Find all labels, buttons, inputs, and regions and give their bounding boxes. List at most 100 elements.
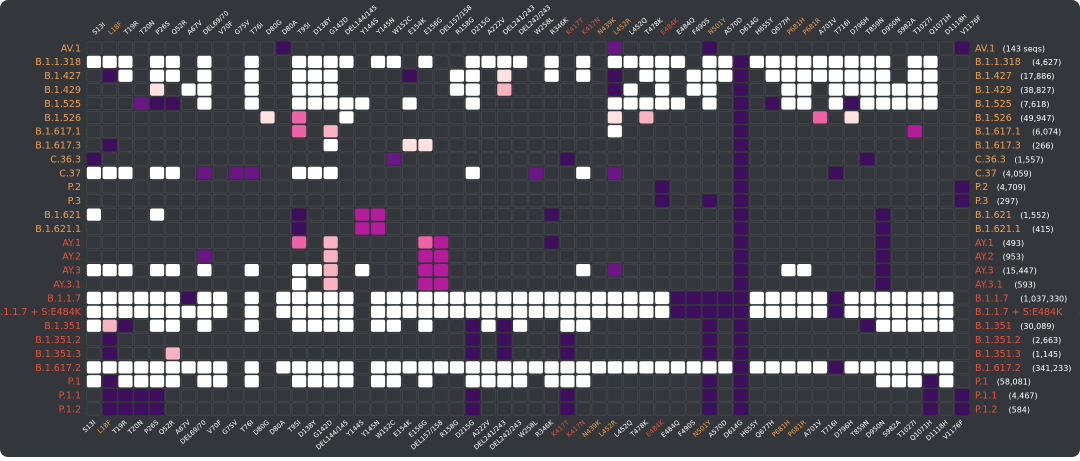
heatmap-cell [891,305,907,318]
heatmap-cell-empty [86,194,102,208]
heatmap-cell-empty [133,69,149,83]
heatmap-cell [497,375,512,388]
heatmap-cell-empty [244,249,260,263]
heatmap-cell-empty [938,96,954,111]
heatmap-cell-empty [654,249,670,263]
heatmap-cell-empty [417,83,433,97]
heatmap-cell-empty [891,388,907,402]
heatmap-cell-empty [307,180,323,194]
heatmap-cell [465,389,480,402]
heatmap-cell [812,291,828,305]
heatmap-cell-empty [149,124,165,138]
heatmap-cell-empty [859,194,875,208]
heatmap-cell-empty [654,166,670,180]
heatmap-cell-empty [812,96,828,111]
heatmap-cell-empty [607,180,623,194]
heatmap-cell [812,361,828,374]
heatmap-cell [165,319,180,332]
heatmap-cell-empty [828,124,844,138]
heatmap-cell-empty [749,166,765,180]
heatmap-cell-empty [149,277,165,291]
heatmap-cell-empty [402,55,418,69]
heatmap-cell-empty [717,277,733,291]
heatmap-cell [102,69,117,82]
heatmap-cell-empty [260,55,276,69]
heatmap-cell-empty [133,346,149,361]
heatmap-cell-empty [907,41,923,55]
heatmap-cell-empty [844,346,860,361]
heatmap-cell-empty [638,152,654,166]
heatmap-cell [197,250,212,263]
heatmap-cell-empty [481,152,497,166]
heatmap-cell-empty [717,208,733,222]
heatmap-cell-empty [828,277,844,291]
heatmap-cell [323,305,338,318]
heatmap-cell [702,333,717,346]
heatmap-cell [118,291,133,305]
heatmap-cell-empty [449,180,465,194]
heatmap-cell [797,361,812,374]
heatmap-cell-empty [102,249,118,263]
heatmap-cell [418,264,433,277]
heatmap-cell-empty [702,263,718,277]
heatmap-cell [734,319,749,332]
heatmap-cell [386,55,401,68]
heatmap-cell [402,69,417,82]
heatmap-cell-empty [228,249,244,263]
heatmap-cell-empty [938,221,954,236]
heatmap-cell-empty [86,69,102,83]
heatmap-cell [591,291,607,305]
heatmap-cell-empty [275,110,291,124]
heatmap-cell-empty [528,249,544,263]
heatmap-cell [781,97,796,110]
heatmap-cell [860,305,875,318]
heatmap-cell [639,97,654,110]
heatmap-cell-empty [323,152,339,166]
heatmap-cell-empty [260,124,276,138]
heatmap-cell [923,319,938,332]
heatmap-cell-empty [417,124,433,138]
heatmap-cell [734,111,749,124]
heatmap-cell-empty [481,346,497,361]
heatmap-cell-empty [765,110,781,124]
heatmap-cell [418,277,433,291]
heatmap-cell-empty [465,152,481,166]
heatmap-cell [702,69,717,82]
heatmap-cell-empty [433,346,449,361]
heatmap-cell-empty [133,263,149,277]
heatmap-cell-empty [749,41,765,55]
heatmap-cell [118,264,133,277]
heatmap-cell [481,305,496,318]
heatmap-cell-empty [938,346,954,361]
heatmap-cell-empty [844,124,860,138]
heatmap-cell [165,55,180,68]
heatmap-cell-empty [86,249,102,263]
heatmap-cell-empty [749,83,765,97]
heatmap-cell-empty [181,319,197,333]
heatmap-cell-empty [165,277,181,291]
row-sequence-count: (415) [1032,225,1054,234]
heatmap-cell-empty [338,152,354,166]
heatmap-cell [955,180,970,193]
heatmap-cell [497,305,512,318]
heatmap-cell-empty [923,249,939,263]
heatmap-cell [876,319,891,332]
heatmap-cell-empty [654,333,670,347]
heatmap-cell-empty [638,221,654,236]
heatmap-cell-empty [433,166,449,180]
heatmap-cell-empty [828,41,844,55]
heatmap-cell-empty [481,180,497,194]
heatmap-cell-empty [196,208,212,222]
heatmap-cell-empty [181,263,197,277]
heatmap-cell-empty [196,235,212,249]
heatmap-cell-empty [954,152,970,166]
heatmap-cell-empty [275,208,291,222]
heatmap-cell-empty [575,402,591,416]
heatmap-cell-empty [386,263,402,277]
heatmap-cell-empty [544,180,560,194]
heatmap-cell-empty [654,346,670,361]
heatmap-cell-empty [907,388,923,402]
heatmap-cell-empty [181,277,197,291]
heatmap-cell-empty [923,346,939,361]
heatmap-cell-empty [528,208,544,222]
